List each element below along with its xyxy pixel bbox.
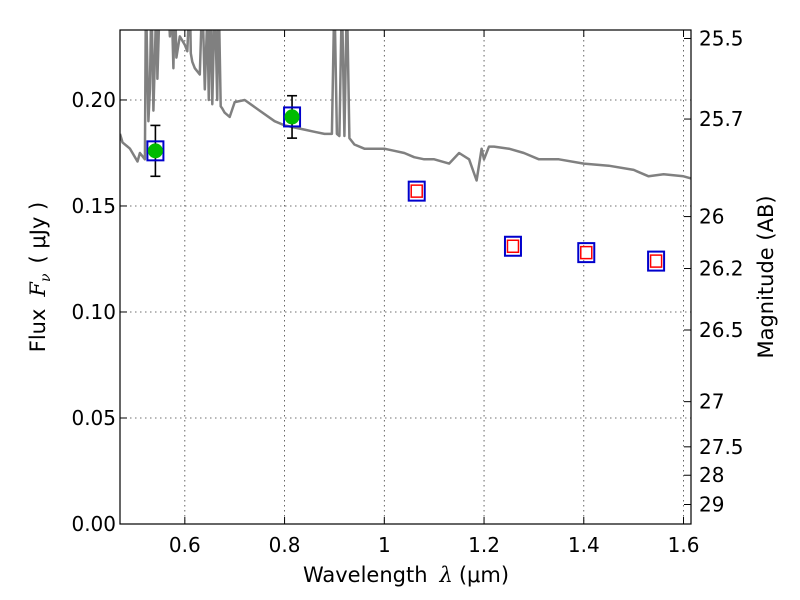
right-axis-label: Magnitude (AB) — [754, 195, 778, 358]
model-square-marker — [503, 235, 522, 257]
right-tick-label: 25.7 — [699, 107, 744, 131]
grid-lines — [120, 30, 691, 525]
measured-point — [147, 143, 163, 159]
data-layer — [120, 30, 691, 272]
right-tick-label: 26 — [699, 205, 724, 229]
model-square-marker — [283, 106, 302, 128]
x-tick-label: 0.6 — [169, 533, 201, 557]
model-square-marker — [577, 242, 596, 264]
right-tick-label: 26.2 — [699, 257, 744, 281]
y-tick-label: 0.00 — [71, 512, 116, 536]
x-tick-label: 1 — [378, 533, 391, 557]
x-axis-label: Wavelength λ (μm) — [303, 563, 509, 587]
right-tick-label: 27 — [699, 390, 724, 414]
upper-limit-marker — [410, 184, 423, 198]
sed-model-line — [120, 30, 691, 182]
y-axis-label: FluxFν( μJy ) — [26, 202, 54, 352]
axis-ticks: 0.6 0.8 1 1.2 1.4 1.6 0.00 0.05 0.10 0.15 0.20 25.5… — [71, 26, 743, 557]
upper-limit-marker — [506, 239, 520, 254]
x-tick-label: 1.2 — [468, 533, 500, 557]
x-tick-label: 1.6 — [668, 533, 700, 557]
right-tick-label: 28 — [699, 463, 724, 487]
right-tick-label: 29 — [699, 492, 724, 516]
x-tick-label: 1.4 — [568, 533, 600, 557]
upper-limit-marker — [580, 245, 593, 260]
y-tick-label: 0.10 — [71, 300, 116, 324]
y-tick-label: 0.20 — [71, 88, 116, 112]
right-tick-label: 26.5 — [699, 318, 744, 342]
plot-frame — [119, 29, 692, 525]
y-tick-label: 0.05 — [71, 406, 116, 430]
x-tick-label: 0.8 — [269, 533, 301, 557]
right-tick-label: 27.5 — [699, 435, 744, 459]
measured-point — [284, 109, 300, 125]
model-square-marker — [146, 140, 165, 162]
model-square-marker — [647, 250, 666, 272]
model-square-marker — [407, 180, 426, 202]
y-tick-label: 0.15 — [71, 194, 116, 218]
upper-limit-marker — [649, 254, 663, 268]
right-tick-label: 25.5 — [699, 26, 744, 50]
